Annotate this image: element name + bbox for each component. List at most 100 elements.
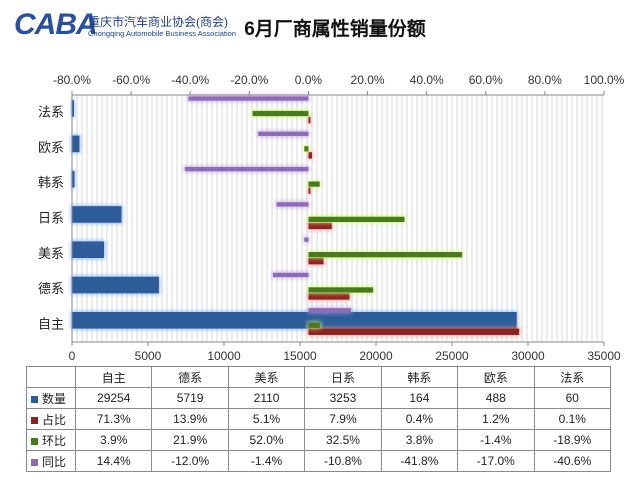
bar-占比 [308, 293, 350, 300]
bar-数量 [72, 100, 74, 117]
bar-环比 [304, 146, 309, 152]
top-axis-tick-label: 40.0% [410, 73, 444, 87]
sales-share-chart: -80.0% -60.0% -40.0% -20.0% 0.0% 20.0% 40.0% 60… [38, 73, 625, 363]
table-cell: -1.4% [457, 429, 535, 451]
table-cell: 52.0% [227, 429, 306, 451]
bottom-axis-tick-label: 0 [69, 349, 76, 363]
table-cell: -41.8% [380, 450, 459, 472]
bottom-axis-tick-label: 20000 [359, 349, 393, 363]
bar-环比 [308, 322, 320, 328]
top-axis-tick-label: -80.0% [53, 73, 91, 87]
table-cell: 0.4% [380, 408, 459, 430]
bar-同比 [276, 202, 309, 207]
category-label: 法系 [38, 105, 64, 120]
table-cell: -40.6% [533, 450, 612, 472]
table-cell: 164 [380, 387, 459, 409]
table-column-header: 欧系 [457, 366, 535, 388]
table-cell: -17.0% [457, 450, 535, 472]
table-row-label: 环比 [26, 429, 76, 451]
chart-bars [71, 95, 521, 336]
bar-占比 [308, 258, 324, 265]
legend-key [31, 416, 38, 424]
category-label: 自主 [38, 316, 64, 331]
legend-label: 占比 [42, 412, 67, 427]
bar-同比 [188, 96, 309, 101]
bar-数量 [72, 170, 75, 188]
table-column-header: 日系 [304, 366, 382, 388]
bar-同比 [304, 237, 309, 242]
top-axis-tick-label: 100.0% [584, 73, 625, 87]
bar-占比 [308, 328, 520, 335]
page-header: CABA 重庆市汽车商业协会(商会) Chongqing Automobile … [0, 0, 640, 55]
bar-环比 [308, 287, 374, 293]
bar-同比 [272, 272, 309, 278]
top-axis-tick-label: -60.0% [112, 73, 150, 87]
bottom-axis-tick-label: 25000 [435, 349, 469, 363]
top-axis-tick-label: -20.0% [230, 73, 268, 87]
bar-同比 [258, 131, 309, 136]
table-column-header: 韩系 [380, 366, 459, 388]
category-label: 欧系 [38, 140, 64, 155]
table-cell: 2110 [227, 387, 306, 409]
table-cell: 60 [533, 387, 612, 409]
table-column-header: 美系 [227, 366, 306, 388]
legend-label: 环比 [42, 433, 67, 448]
bottom-axis-tick-label: 15000 [283, 349, 317, 363]
table-corner-cell [26, 366, 76, 388]
table-cell: -18.9% [533, 429, 612, 451]
top-axis-tick-label: -40.0% [171, 73, 209, 87]
bar-占比 [308, 116, 311, 124]
table-cell: 3253 [304, 387, 382, 409]
table-cell: 71.3% [74, 408, 153, 430]
bar-数量 [72, 276, 159, 294]
bar-占比 [308, 152, 312, 159]
bar-环比 [308, 216, 405, 223]
table-cell: -1.4% [227, 450, 306, 472]
table-cell: 29254 [74, 387, 153, 409]
bottom-axis-tick-label: 10000 [207, 349, 241, 363]
chart-axes: -80.0% -60.0% -40.0% -20.0% 0.0% 20.0% 40.0% 60… [38, 73, 625, 363]
category-label: 德系 [38, 281, 64, 296]
bar-数量 [72, 206, 122, 223]
legend-key [31, 395, 38, 403]
bar-环比 [308, 181, 320, 187]
table-cell: 32.5% [304, 429, 382, 451]
category-label: 韩系 [38, 175, 64, 190]
bottom-axis-tick-label: 30000 [511, 349, 545, 363]
table-header-row: 自主 德系 美系 日系 韩系 欧系 法系 [26, 366, 612, 388]
table-row-label: 占比 [26, 408, 76, 430]
bottom-axis-tick-label: 5000 [135, 349, 162, 363]
chart-title: 6月厂商属性销量份额 [244, 19, 426, 40]
table-cell: 7.9% [304, 408, 382, 430]
table-cell: 488 [457, 387, 535, 409]
bar-环比 [308, 252, 463, 258]
table-cell: 14.4% [74, 450, 153, 472]
table-column-header: 法系 [533, 366, 612, 388]
bar-环比 [252, 110, 309, 117]
table-row-label: 同比 [26, 450, 76, 472]
top-axis-tick-label: 80.0% [528, 73, 562, 87]
org-name-en: Chongqing Automobile Business Associatio… [88, 29, 237, 38]
top-axis-tick-label: 60.0% [469, 73, 503, 87]
org-name-cn: 重庆市汽车商业协会(商会) [88, 15, 228, 29]
bar-数量 [72, 135, 80, 153]
table-cell: 3.9% [74, 429, 153, 451]
table-column-header: 自主 [74, 366, 153, 388]
table-cell: -10.8% [304, 450, 382, 472]
top-axis-tick-label: 0.0% [295, 73, 323, 87]
table-cell: 5719 [151, 387, 229, 409]
bar-数量 [72, 241, 105, 259]
table-column-header: 德系 [151, 366, 229, 388]
table-cell: -12.0% [151, 450, 229, 472]
table-row-label: 数量 [26, 387, 76, 409]
table-cell: 13.9% [151, 408, 229, 430]
category-label: 日系 [38, 211, 64, 226]
table-cell: 3.8% [380, 429, 459, 451]
legend-label: 同比 [42, 454, 67, 469]
table-row: 占比 71.3% 13.9% 5.1% 7.9% 0.4% 1.2% 0.1% [26, 408, 612, 430]
table-cell: 5.1% [227, 408, 306, 430]
table-row: 环比 3.9% 21.9% 52.0% 32.5% 3.8% -1.4% -18.9% [26, 429, 612, 451]
bottom-axis-tick-label: 35000 [587, 349, 621, 363]
table-cell: 21.9% [151, 429, 229, 451]
category-label: 美系 [38, 246, 64, 261]
